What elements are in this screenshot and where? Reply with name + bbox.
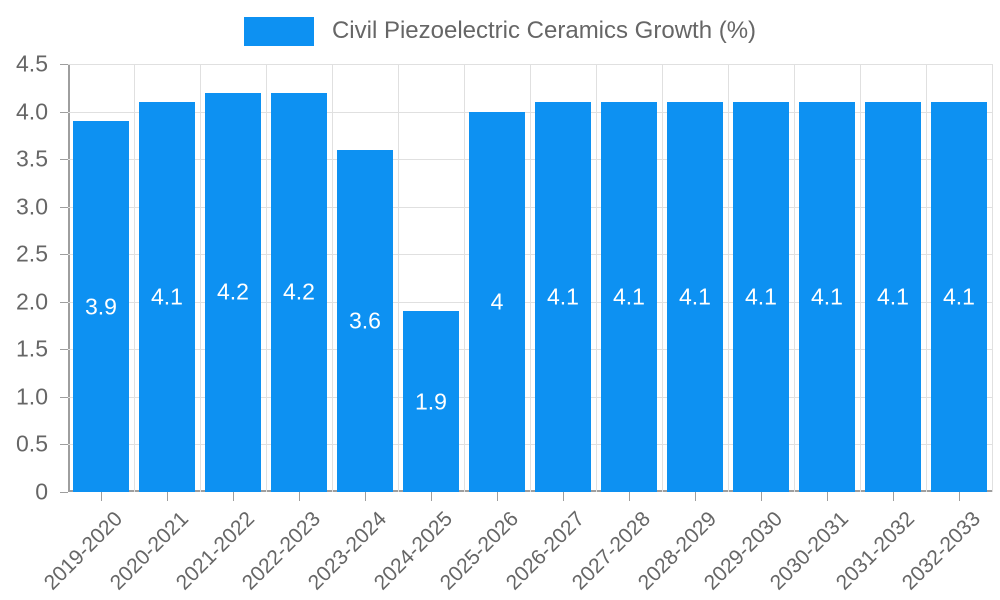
chart-legend: Civil Piezoelectric Ceramics Growth (%) (0, 0, 1000, 62)
y-tick-mark (60, 492, 68, 493)
gridline-vertical (530, 64, 531, 492)
bar[interactable]: 4.2 (270, 92, 328, 492)
bar-value-label: 4.1 (876, 283, 909, 310)
gridline-vertical (464, 64, 465, 492)
x-tick-mark (167, 492, 168, 501)
x-tick-mark (101, 492, 102, 501)
gridline-vertical (662, 64, 663, 492)
y-tick-label: 0 (35, 478, 48, 505)
bar[interactable]: 4.1 (798, 102, 856, 492)
gridline-vertical (398, 64, 399, 492)
bar-value-label: 3.9 (84, 293, 117, 320)
y-tick-label: 2.0 (16, 288, 48, 315)
y-tick-mark (60, 64, 68, 65)
x-tick-mark (893, 492, 894, 501)
bar[interactable]: 4.1 (138, 102, 196, 492)
x-tick-mark (761, 492, 762, 501)
y-tick-label: 3.5 (16, 145, 48, 172)
bar-value-label: 4 (490, 288, 504, 315)
x-tick-mark (233, 492, 234, 501)
bar[interactable]: 1.9 (402, 311, 460, 492)
gridline-vertical (860, 64, 861, 492)
gridline-vertical (728, 64, 729, 492)
bar-value-label: 4.1 (810, 283, 843, 310)
bar[interactable]: 3.6 (336, 149, 394, 492)
gridline-vertical (200, 64, 201, 492)
bar-value-label: 4.1 (150, 283, 183, 310)
y-tick-mark (60, 111, 68, 113)
y-tick-mark (60, 444, 68, 446)
bar-value-label: 1.9 (414, 388, 447, 415)
bar[interactable]: 3.9 (72, 121, 130, 492)
y-tick-mark (60, 349, 68, 351)
bar[interactable]: 4 (468, 111, 526, 492)
y-tick-label: 3.0 (16, 193, 48, 220)
x-tick-mark (563, 492, 564, 501)
bar[interactable]: 4.1 (534, 102, 592, 492)
y-tick-label: 4.0 (16, 98, 48, 125)
x-tick-mark (629, 492, 630, 501)
bar-value-label: 4.1 (744, 283, 777, 310)
bar-value-label: 4.1 (546, 283, 579, 310)
y-tick-label: 2.5 (16, 240, 48, 267)
x-tick-mark (959, 492, 960, 501)
bar-value-label: 3.6 (348, 307, 381, 334)
y-tick-mark (60, 159, 68, 161)
y-tick-mark (60, 206, 68, 208)
legend-color-swatch (243, 16, 314, 46)
legend-item[interactable]: Civil Piezoelectric Ceramics Growth (%) (243, 16, 757, 46)
gridline-vertical (596, 64, 597, 492)
x-tick-mark (827, 492, 828, 501)
bar-value-label: 4.2 (216, 278, 249, 305)
bar[interactable]: 4.1 (864, 102, 922, 492)
bar[interactable]: 4.2 (204, 92, 262, 492)
y-tick-mark (60, 301, 68, 303)
legend-label: Civil Piezoelectric Ceramics Growth (%) (331, 17, 757, 44)
gridline-vertical (794, 64, 795, 492)
x-tick-mark (299, 492, 300, 501)
gridline-vertical (926, 64, 927, 492)
y-tick-label: 4.5 (16, 50, 48, 77)
plot-area: 0 0.5 1.0 1.5 2.0 2.5 3.0 3.5 4.0 4.5 3.9 4.1 4.2 4.… (16, 52, 993, 595)
x-tick-mark (431, 492, 432, 501)
y-tick-label: 0.5 (16, 430, 48, 457)
bar-value-label: 4.1 (612, 283, 645, 310)
bar-value-label: 4.2 (282, 278, 315, 305)
bar[interactable]: 4.1 (732, 102, 790, 492)
gridline-vertical (134, 64, 135, 492)
gridline-vertical (332, 64, 333, 492)
bar-value-label: 4.1 (942, 283, 975, 310)
x-tick-mark (365, 492, 366, 501)
bar[interactable]: 4.1 (666, 102, 724, 492)
y-tick-label: 1.5 (16, 335, 48, 362)
gridline-vertical (266, 64, 267, 492)
y-tick-mark (60, 254, 68, 256)
y-tick-mark (60, 396, 68, 398)
x-tick-mark (497, 492, 498, 501)
gridline-vertical (992, 64, 993, 492)
bar[interactable]: 4.1 (600, 102, 658, 492)
bar[interactable]: 4.1 (930, 102, 988, 492)
bar-value-label: 4.1 (678, 283, 711, 310)
x-tick-mark (695, 492, 696, 501)
y-tick-label: 1.0 (16, 383, 48, 410)
